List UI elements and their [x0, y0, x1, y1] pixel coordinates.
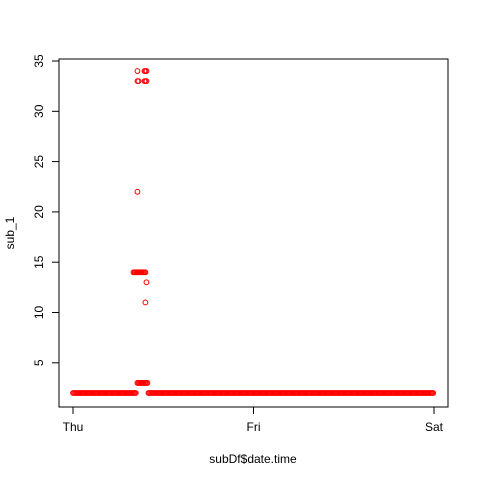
y-tick-label: 20: [32, 205, 46, 219]
y-tick-label: 15: [32, 255, 46, 269]
data-point: [430, 390, 437, 396]
data-point: [132, 390, 139, 396]
x-tick-label: Sat: [425, 420, 444, 434]
data-point: [143, 279, 150, 286]
y-tick-label: 30: [32, 104, 46, 118]
y-tick-label: 35: [32, 54, 46, 68]
y-tick-label: 5: [32, 359, 46, 366]
data-point: [142, 269, 149, 276]
y-tick-label: 25: [32, 155, 46, 169]
points-layer: [70, 68, 437, 396]
data-point: [143, 68, 150, 74]
data-point: [144, 380, 151, 386]
x-axis: Thu Fri Sat: [63, 406, 444, 434]
data-point: [134, 188, 141, 195]
y-axis-label: sub_1: [3, 216, 17, 249]
data-point: [143, 78, 150, 85]
data-point: [142, 299, 149, 306]
x-tick-label: Fri: [247, 420, 261, 434]
data-point: [134, 68, 141, 74]
y-tick-label: 10: [32, 306, 46, 320]
x-axis-label: subDf$date.time: [209, 452, 297, 466]
plot-frame: [58, 58, 449, 408]
y-axis: 5 10 15 20 25 30 35: [32, 54, 60, 366]
data-point: [135, 78, 142, 85]
x-tick-label: Thu: [63, 420, 84, 434]
